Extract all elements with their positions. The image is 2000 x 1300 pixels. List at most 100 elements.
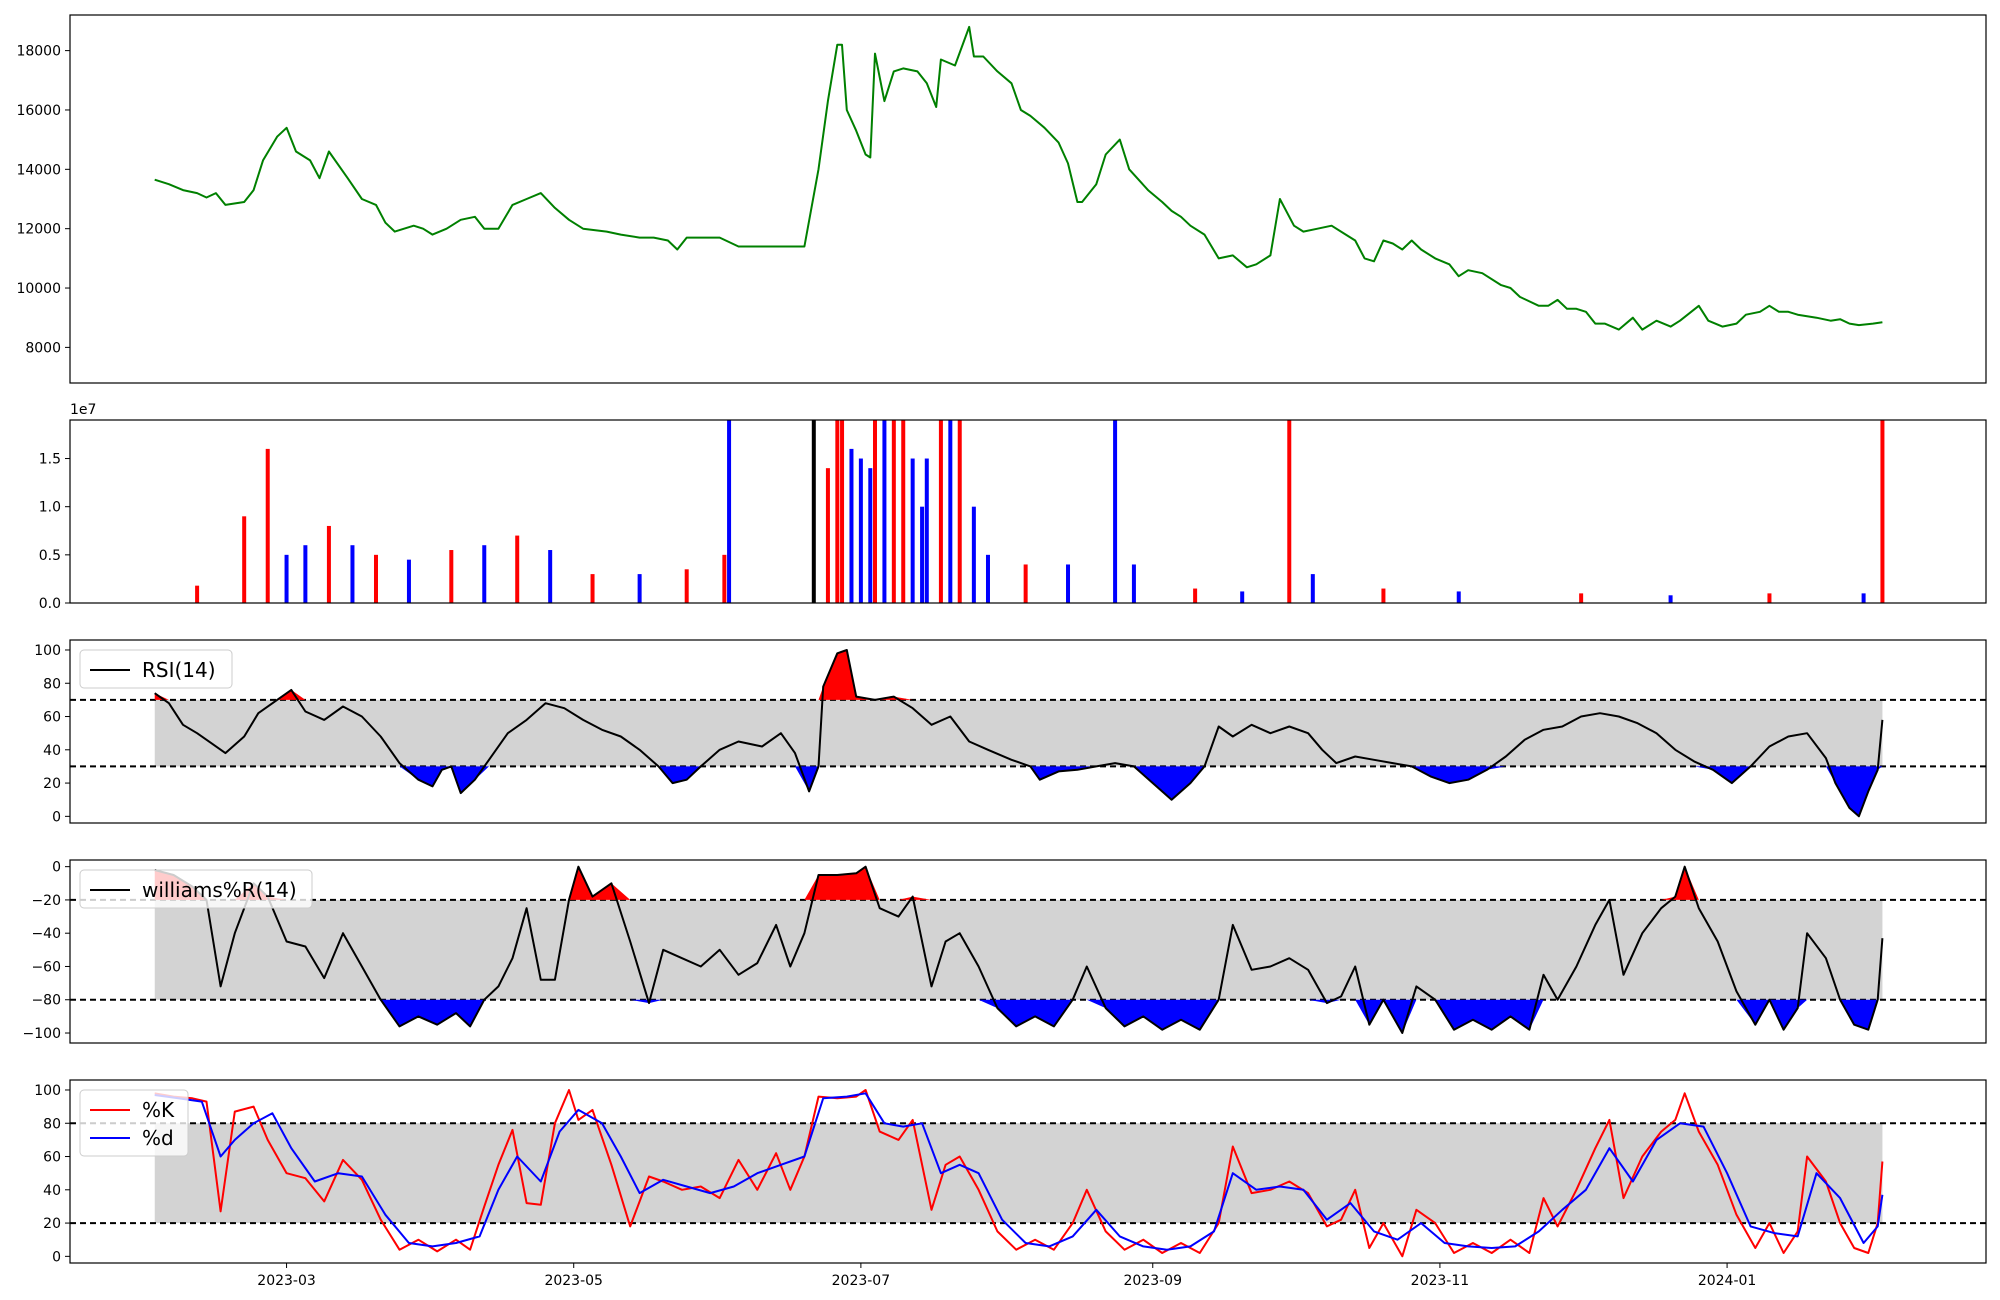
y-tick-label: −80 (31, 993, 61, 1009)
legend-label: %K (142, 1098, 175, 1122)
volume-bar (242, 516, 247, 603)
x-tick-label: 2023-05 (544, 1273, 603, 1289)
y-tick-label: 60 (43, 710, 61, 726)
legend-label: williams%R(14) (142, 878, 297, 902)
x-tick-label: 2023-03 (257, 1273, 316, 1289)
volume-bar (373, 554, 378, 603)
y-tick-label: 100 (34, 643, 61, 659)
legend-label: RSI(14) (142, 658, 216, 682)
stoch-plot-area (70, 1089, 1986, 1258)
volume-bar (873, 420, 878, 603)
volume-bar (910, 458, 915, 603)
volume-bar (350, 545, 355, 603)
volume-bar (1287, 420, 1292, 603)
volume-bar (1066, 564, 1071, 603)
rsi-plot-area (70, 649, 1986, 818)
williams-oversold-fill (154, 999, 1883, 1034)
volume-bar (957, 420, 962, 603)
volume-bar (303, 545, 308, 603)
volume-bar (637, 574, 642, 603)
volume-bar (858, 458, 863, 603)
y-tick-label: 0 (52, 860, 61, 876)
y-tick-label: 60 (43, 1150, 61, 1166)
volume-bar (825, 468, 830, 603)
y-tick-label: 10000 (16, 281, 61, 297)
volume-bar (868, 468, 873, 603)
y-tick-label: 1.0 (39, 500, 61, 516)
volume-bar (684, 569, 689, 603)
volume-bar (1767, 593, 1772, 603)
volume-bar (265, 448, 270, 603)
stoch-series-line-1 (154, 1092, 1884, 1251)
y-tick-label: 40 (43, 743, 61, 759)
y-tick-label: 0.5 (39, 548, 61, 564)
volume-bar (406, 559, 411, 603)
y-tick-label: 1.5 (39, 452, 61, 468)
y-tick-label: 80 (43, 1116, 61, 1132)
williams-series-line-0 (154, 865, 1884, 1034)
volume-bar (722, 554, 727, 603)
volume-bar (1861, 593, 1866, 603)
y-tick-label: −40 (31, 926, 61, 942)
stoch-series-line-0 (154, 1089, 1884, 1258)
volume-bar (1023, 564, 1028, 603)
volume-bar (1381, 588, 1386, 603)
volume-bar (948, 420, 953, 603)
volume-bar (727, 420, 732, 603)
y-tick-label: 20 (43, 776, 61, 792)
volume-bar (1668, 595, 1673, 603)
stoch-panel: 0 20 40 60 80 100 %K %d (34, 1079, 1987, 1265)
volume-bar (1310, 574, 1315, 603)
volume-bar (882, 420, 887, 603)
y-tick-label: 80 (43, 676, 61, 692)
y-tick-label: 20 (43, 1216, 61, 1232)
y-tick-label: 18000 (16, 44, 61, 60)
williams-plot-area (70, 865, 1986, 1034)
williams-legend (79, 869, 313, 909)
volume-frame (69, 419, 1987, 604)
legend-label: %d (142, 1126, 174, 1150)
x-tick-label: 2023-11 (1411, 1273, 1470, 1289)
volume-bar (835, 420, 840, 603)
y-tick-label: −100 (23, 1026, 61, 1042)
volume-bar (1113, 420, 1118, 603)
rsi-oversold-fill (154, 766, 1883, 817)
y-tick-label: −60 (31, 959, 61, 975)
volume-bar (326, 525, 331, 603)
x-tick-label: 2023-07 (832, 1273, 891, 1289)
y-tick-label: 100 (34, 1083, 61, 1099)
rsi-legend (79, 649, 233, 689)
volume-bar (840, 420, 845, 603)
volume-bar (590, 574, 595, 603)
volume-bar (924, 458, 929, 603)
volume-bar (482, 545, 487, 603)
volume-bar (515, 535, 520, 603)
volume-offset-label: 1e7 (70, 402, 96, 418)
stoch-frame (69, 1079, 1987, 1264)
volume-bar (1193, 588, 1198, 603)
volume-bar (811, 420, 816, 603)
y-tick-label: 0 (52, 1249, 61, 1265)
y-tick-label: −20 (31, 893, 61, 909)
y-tick-label: 16000 (16, 103, 61, 119)
y-tick-label: 8000 (25, 340, 61, 356)
volume-bar (920, 506, 925, 603)
volume-bar (985, 554, 990, 603)
rsi-panel: 0 20 40 60 80 100 RSI(14) (34, 639, 1987, 825)
y-tick-label: 12000 (16, 222, 61, 238)
y-tick-label: 40 (43, 1183, 61, 1199)
rsi-series-line-0 (154, 649, 1884, 818)
volume-bar (971, 506, 976, 603)
volume-bar (449, 550, 454, 603)
rsi-frame (69, 639, 1987, 824)
y-tick-label: 0 (52, 809, 61, 825)
volume-bar (548, 550, 553, 603)
stoch-legend (79, 1089, 189, 1157)
volume-panel: 1e7 0.0 0.5 1.0 1.5 (39, 402, 1987, 612)
williams-frame (69, 859, 1987, 1044)
williams-band-fill (154, 899, 1883, 1000)
rsi-overbought-fill (154, 649, 1883, 700)
price-panel: 8000 10000 12000 14000 16000 18000 (16, 14, 1987, 384)
volume-bar (195, 585, 200, 603)
